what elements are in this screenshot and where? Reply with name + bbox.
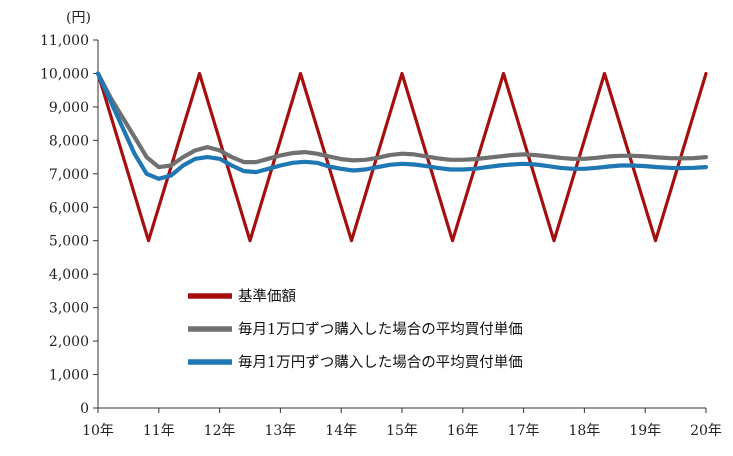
x-tick-label: 19年 xyxy=(629,423,661,439)
y-tick-label: 1,000 xyxy=(49,368,89,384)
x-tick-label: 10年 xyxy=(82,423,114,439)
y-tick-label: 8,000 xyxy=(49,133,89,149)
x-tick-label: 20年 xyxy=(690,423,722,439)
legend: 基準価額毎月1万口ずつ購入した場合の平均買付単価毎月1万円ずつ購入した場合の平均… xyxy=(188,288,523,371)
series-line-fixed-yen xyxy=(95,71,709,181)
y-tick-label: 11,000 xyxy=(40,33,89,49)
x-tick-label: 16年 xyxy=(447,423,479,439)
y-axis-ticks: 0 1,000 2,000 3,000 4,000 5,000 6,000 7,000 8,00… xyxy=(40,33,98,417)
legend-item-base-price: 基準価額 xyxy=(188,288,296,305)
y-tick-label: 3,000 xyxy=(49,301,89,317)
x-tick-label: 17年 xyxy=(508,423,540,439)
y-tick-label: 5,000 xyxy=(49,234,89,250)
series-line-fixed-units xyxy=(95,71,709,170)
y-tick-label: 2,000 xyxy=(49,334,89,350)
legend-label: 基準価額 xyxy=(238,288,296,305)
x-tick-label: 13年 xyxy=(264,423,296,439)
x-tick-label: 18年 xyxy=(568,423,600,439)
series-lines xyxy=(95,71,709,243)
x-axis-ticks: 10年 11年 12年 13年 14年 15年 16年 17年 18年 19年 20年 xyxy=(82,408,722,439)
y-tick-label: 4,000 xyxy=(49,267,89,283)
y-tick-label: 7,000 xyxy=(49,167,89,183)
x-tick-label: 11年 xyxy=(143,423,175,439)
legend-label: 毎月1万円ずつ購入した場合の平均買付単価 xyxy=(238,354,523,371)
y-tick-label: 6,000 xyxy=(49,200,89,216)
legend-item-fixed-units: 毎月1万口ずつ購入した場合の平均買付単価 xyxy=(188,321,523,338)
legend-label: 毎月1万口ずつ購入した場合の平均買付単価 xyxy=(238,321,523,338)
y-axis-unit-label: (円) xyxy=(66,10,91,26)
x-tick-label: 14年 xyxy=(325,423,357,439)
series-line-base-price xyxy=(96,71,708,243)
y-tick-label: 9,000 xyxy=(49,100,89,116)
y-tick-label: 0 xyxy=(80,401,89,417)
legend-item-fixed-yen: 毎月1万円ずつ購入した場合の平均買付単価 xyxy=(188,354,523,371)
x-tick-label: 12年 xyxy=(204,423,236,439)
y-tick-label: 10,000 xyxy=(40,66,89,82)
x-tick-label: 15年 xyxy=(386,423,418,439)
